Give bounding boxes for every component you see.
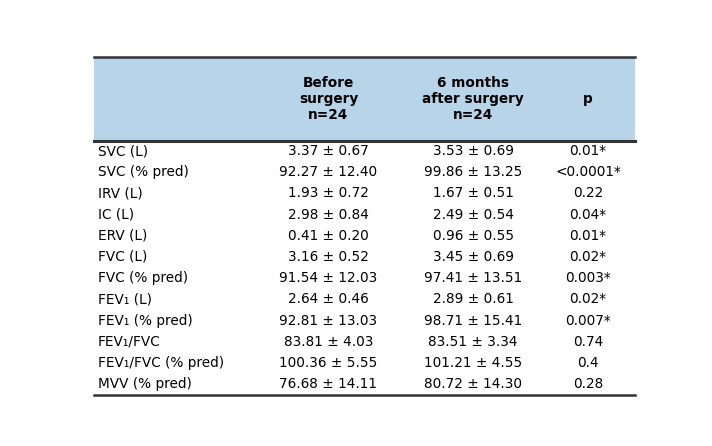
- Text: 0.01*: 0.01*: [570, 229, 607, 243]
- Text: 0.22: 0.22: [573, 186, 603, 200]
- Text: 0.003*: 0.003*: [565, 271, 611, 285]
- Text: 98.71 ± 15.41: 98.71 ± 15.41: [424, 314, 522, 327]
- Text: FVC (% pred): FVC (% pred): [98, 271, 188, 285]
- Text: Before
surgery
n=24: Before surgery n=24: [299, 76, 358, 122]
- Text: 0.02*: 0.02*: [570, 250, 607, 264]
- Text: FEV₁/FVC (% pred): FEV₁/FVC (% pred): [98, 356, 224, 370]
- Text: IC (L): IC (L): [98, 208, 134, 222]
- Text: 2.49 ± 0.54: 2.49 ± 0.54: [433, 208, 513, 222]
- Text: 2.89 ± 0.61: 2.89 ± 0.61: [433, 292, 513, 306]
- Text: 100.36 ± 5.55: 100.36 ± 5.55: [279, 356, 377, 370]
- Text: FEV₁/FVC: FEV₁/FVC: [98, 334, 160, 349]
- Text: <0.0001*: <0.0001*: [555, 165, 621, 179]
- Text: 97.41 ± 13.51: 97.41 ± 13.51: [424, 271, 522, 285]
- Text: 3.16 ± 0.52: 3.16 ± 0.52: [288, 250, 369, 264]
- Text: 2.98 ± 0.84: 2.98 ± 0.84: [288, 208, 369, 222]
- Text: IRV (L): IRV (L): [98, 186, 142, 200]
- Text: 92.81 ± 13.03: 92.81 ± 13.03: [279, 314, 377, 327]
- Text: SVC (L): SVC (L): [98, 144, 147, 158]
- Text: 80.72 ± 14.30: 80.72 ± 14.30: [424, 377, 522, 391]
- Text: 0.4: 0.4: [577, 356, 599, 370]
- Text: 1.93 ± 0.72: 1.93 ± 0.72: [288, 186, 369, 200]
- Text: 83.51 ± 3.34: 83.51 ± 3.34: [429, 334, 518, 349]
- Text: 99.86 ± 13.25: 99.86 ± 13.25: [424, 165, 523, 179]
- Text: 0.96 ± 0.55: 0.96 ± 0.55: [432, 229, 513, 243]
- Text: 1.67 ± 0.51: 1.67 ± 0.51: [433, 186, 513, 200]
- Text: 3.45 ± 0.69: 3.45 ± 0.69: [433, 250, 513, 264]
- Text: 3.53 ± 0.69: 3.53 ± 0.69: [433, 144, 513, 158]
- Text: 0.28: 0.28: [573, 377, 603, 391]
- Text: 2.64 ± 0.46: 2.64 ± 0.46: [288, 292, 369, 306]
- Text: 83.81 ± 4.03: 83.81 ± 4.03: [283, 334, 373, 349]
- Text: 0.01*: 0.01*: [570, 144, 607, 158]
- Text: 0.007*: 0.007*: [565, 314, 611, 327]
- Text: 0.02*: 0.02*: [570, 292, 607, 306]
- Text: FVC (L): FVC (L): [98, 250, 147, 264]
- Text: FEV₁ (% pred): FEV₁ (% pred): [98, 314, 192, 327]
- Text: 92.27 ± 12.40: 92.27 ± 12.40: [279, 165, 377, 179]
- Text: 76.68 ± 14.11: 76.68 ± 14.11: [279, 377, 377, 391]
- Text: p: p: [583, 92, 593, 106]
- Text: 101.21 ± 4.55: 101.21 ± 4.55: [424, 356, 522, 370]
- Text: ERV (L): ERV (L): [98, 229, 147, 243]
- Text: MVV (% pred): MVV (% pred): [98, 377, 192, 391]
- Text: 91.54 ± 12.03: 91.54 ± 12.03: [279, 271, 377, 285]
- Text: 0.41 ± 0.20: 0.41 ± 0.20: [288, 229, 369, 243]
- Text: 6 months
after surgery
n=24: 6 months after surgery n=24: [422, 76, 524, 122]
- Text: 0.74: 0.74: [573, 334, 603, 349]
- Text: 0.04*: 0.04*: [570, 208, 607, 222]
- Text: 3.37 ± 0.67: 3.37 ± 0.67: [288, 144, 369, 158]
- Text: FEV₁ (L): FEV₁ (L): [98, 292, 152, 306]
- Text: SVC (% pred): SVC (% pred): [98, 165, 189, 179]
